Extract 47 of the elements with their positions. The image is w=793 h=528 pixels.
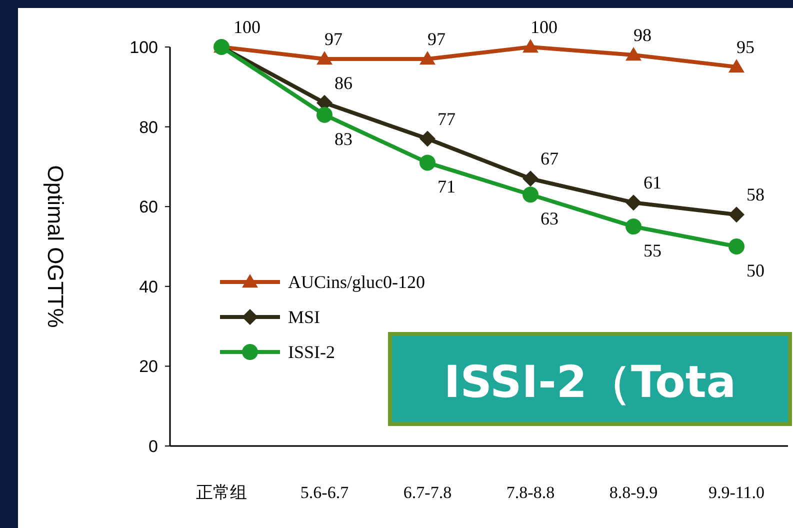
x-tick-label: 5.6-6.7 — [300, 483, 350, 502]
y-tick-label: 80 — [139, 118, 158, 137]
y-tick-label: 60 — [139, 198, 158, 217]
y-tick-label: 20 — [139, 357, 158, 376]
point — [522, 39, 538, 53]
point — [626, 194, 642, 211]
point — [420, 130, 436, 147]
data-label: 61 — [644, 172, 662, 193]
x-tick-label: 6.7-7.8 — [403, 483, 452, 502]
point — [420, 154, 436, 171]
legend-label: MSI — [288, 307, 320, 327]
data-label: 77 — [438, 108, 456, 129]
data-label: 71 — [438, 176, 456, 197]
data-label: 58 — [746, 184, 764, 205]
x-tick-label: 7.8-8.8 — [506, 483, 555, 502]
point — [316, 106, 332, 123]
point — [522, 170, 538, 187]
data-label: 67 — [540, 148, 558, 169]
point — [626, 46, 642, 61]
x-tick-label: 8.8-9.9 — [609, 483, 658, 502]
data-label: 100 — [234, 17, 260, 37]
data-label: 98 — [634, 24, 652, 45]
data-label: 55 — [644, 240, 662, 261]
x-tick-label: 正常组 — [196, 483, 247, 502]
point — [626, 218, 642, 235]
data-label: 50 — [746, 260, 764, 280]
point — [728, 238, 744, 254]
point — [522, 186, 538, 203]
data-label: 63 — [540, 208, 558, 229]
point — [728, 58, 744, 73]
x-tick-label: 9.9-11.0 — [708, 483, 765, 502]
data-label: 95 — [736, 36, 754, 57]
data-label: 97 — [428, 28, 446, 49]
data-label: 86 — [334, 72, 352, 93]
legend-label: AUCins/gluc0-120 — [288, 272, 425, 292]
annotation: ISSI-2（Tota — [444, 357, 736, 408]
y-tick-label: 0 — [148, 437, 158, 456]
point — [316, 50, 332, 65]
y-tick-label: 40 — [139, 277, 158, 296]
legend-label: ISSI-2 — [288, 342, 336, 362]
y-axis-title: Optimal OGTT% — [43, 165, 68, 328]
point — [728, 206, 744, 223]
data-label: 83 — [334, 128, 352, 149]
data-label: 100 — [530, 17, 558, 37]
y-tick-label: 100 — [130, 38, 158, 57]
point — [420, 50, 436, 65]
data-label: 97 — [324, 28, 342, 49]
